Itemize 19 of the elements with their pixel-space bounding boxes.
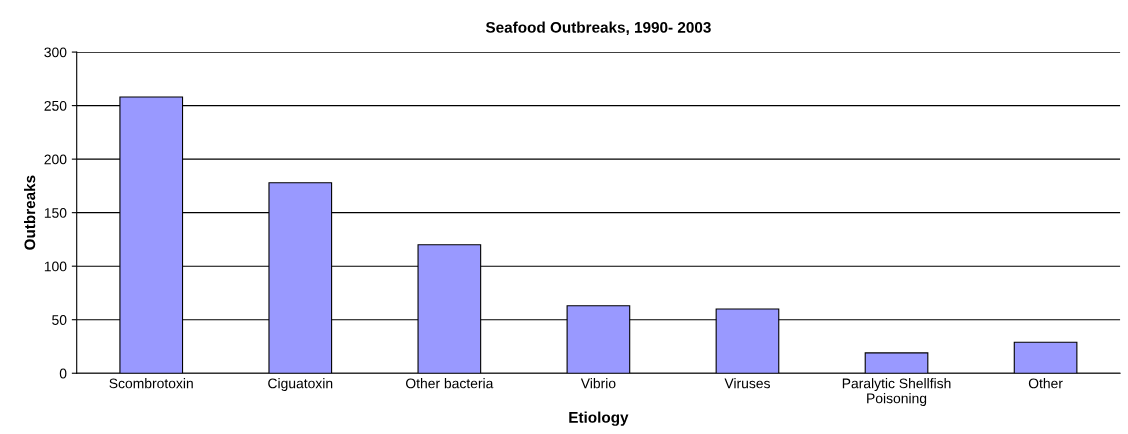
chart-title: Seafood Outbreaks, 1990- 2003	[485, 21, 711, 35]
x-axis-title: Etiology	[569, 411, 629, 426]
y-tick-label: 100	[44, 261, 67, 272]
bar	[864, 352, 929, 374]
y-tick-label: 150	[44, 207, 67, 218]
y-tick-label: 300	[44, 47, 67, 58]
x-tick-label: Scombrotoxin	[109, 378, 193, 389]
y-tick-label: 50	[52, 315, 67, 325]
y-tick-label: 250	[44, 100, 67, 111]
y-tick-label: 200	[44, 154, 67, 165]
x-tick-label: Vibrio	[580, 378, 616, 389]
x-tick-label: Ciguatoxin	[268, 378, 333, 392]
y-tick-label: 0	[59, 368, 67, 379]
x-tick-label: Paralytic Shellfish Poisoning	[842, 378, 951, 407]
x-tick-label: Other	[1028, 378, 1063, 389]
x-tick-label: Other bacteria	[406, 378, 494, 389]
bar	[1013, 341, 1078, 374]
y-axis-title: Outbreaks	[24, 175, 36, 250]
x-tick-label: Viruses	[724, 378, 770, 389]
